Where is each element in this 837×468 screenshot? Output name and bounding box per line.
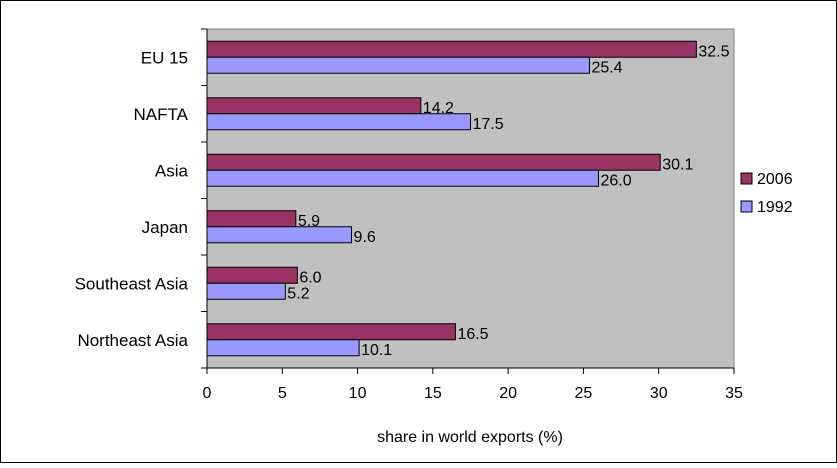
legend: 2006 1992 [740,171,793,216]
data-label-2006-1: 14.2 [423,100,454,117]
data-label-1992-3: 9.6 [354,229,376,246]
data-label-2006-0: 32.5 [698,43,729,60]
x-tick-label-1: 5 [278,385,287,402]
bar-2006-1 [206,97,422,115]
data-label-1992-0: 25.4 [591,59,622,76]
bar-1992-4 [206,282,286,300]
x-tick-label-7: 35 [725,385,743,402]
category-label-0: EU 15 [141,48,188,67]
bar-1992-5 [206,339,360,357]
data-label-2006-4: 6.0 [299,269,321,286]
category-label-5: Northeast Asia [77,331,188,350]
data-label-2006-5: 16.5 [457,326,488,343]
data-label-1992-1: 17.5 [473,116,504,133]
data-label-1992-2: 26.0 [600,172,631,189]
legend-label-1992: 1992 [757,199,793,216]
data-label-1992-4: 5.2 [287,285,309,302]
legend-swatch-1992 [740,200,753,213]
x-tick-label-0: 0 [203,385,212,402]
x-tick-label-4: 20 [499,385,517,402]
category-label-1: NAFTA [134,105,189,124]
bar-2006-2 [206,153,661,171]
category-label-2: Asia [155,161,189,180]
x-tick-label-6: 30 [650,385,668,402]
data-label-1992-5: 10.1 [361,342,392,359]
x-axis-title: share in world exports (%) [377,429,563,446]
axis-layer: EU 15 NAFTA Asia Japan Southeast Asia Northea… [75,28,743,402]
category-label-4: Southeast Asia [75,274,189,293]
bar-1992-1 [206,113,471,131]
bar-2006-4 [206,266,298,284]
bars-layer: 32.5 25.4 14.2 17.5 30.1 26.0 5.9 9.6 6.05.2 16.5… [206,40,730,359]
bar-1992-3 [206,226,353,244]
bar-2006-3 [206,210,297,228]
bar-1992-2 [206,169,599,187]
data-label-2006-2: 30.1 [662,156,693,173]
x-tick-label-3: 15 [424,385,442,402]
legend-swatch-2006 [740,172,753,185]
bar-1992-0 [206,56,590,74]
legend-label-2006: 2006 [757,171,793,188]
bar-2006-5 [206,323,456,341]
bar-2006-0 [206,40,697,58]
data-label-2006-3: 5.9 [298,213,320,230]
x-tick-label-5: 25 [575,385,593,402]
category-label-3: Japan [142,218,188,237]
plot-area [206,28,735,369]
x-tick-label-2: 10 [349,385,367,402]
